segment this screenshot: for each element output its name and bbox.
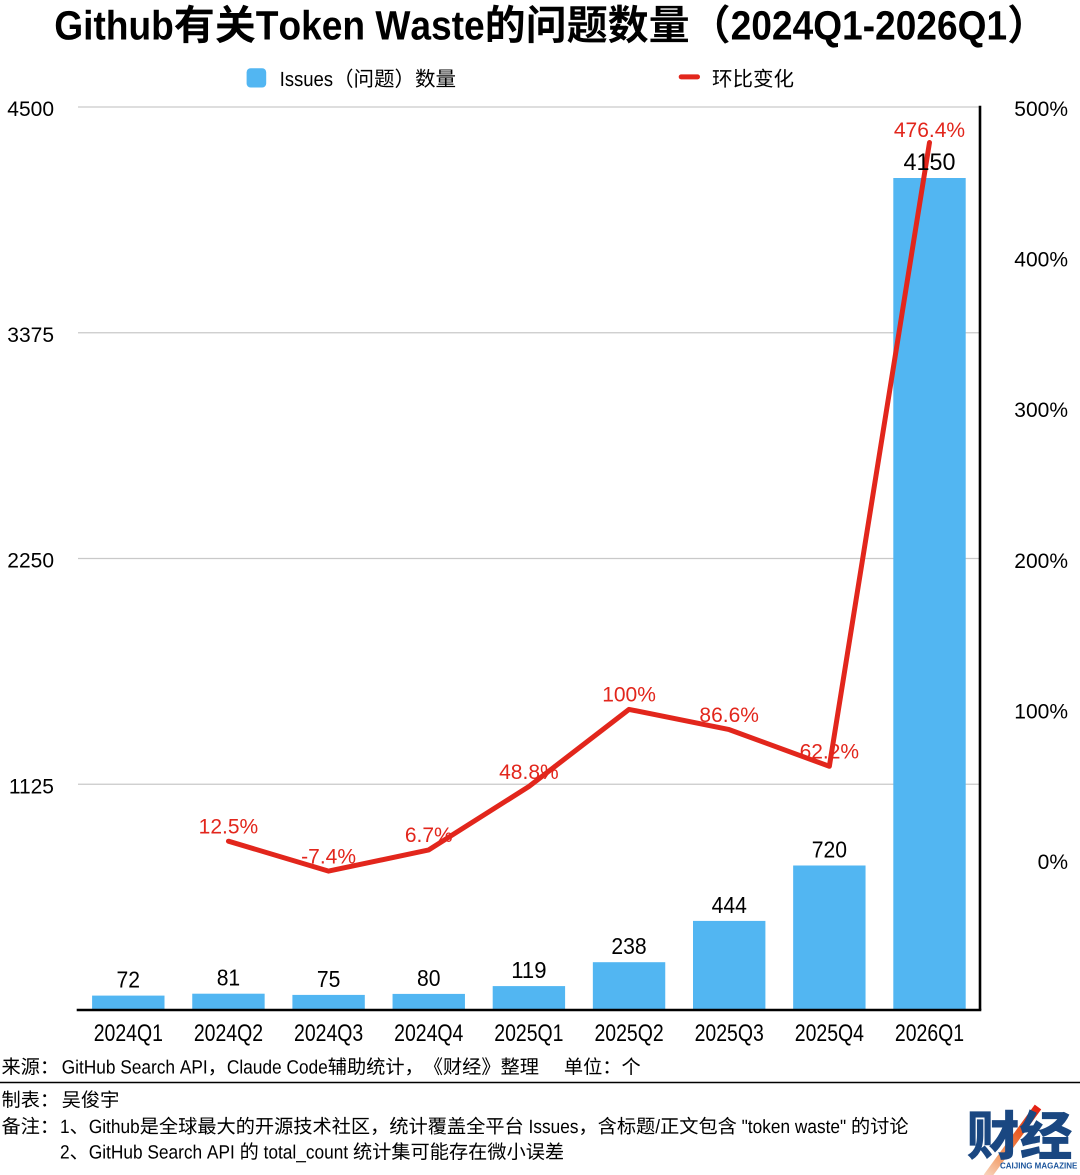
svg-text:2025Q1: 2025Q1 bbox=[494, 1020, 563, 1047]
svg-text:500%: 500% bbox=[1014, 98, 1068, 121]
svg-text:444: 444 bbox=[712, 892, 747, 918]
svg-text:3375: 3375 bbox=[7, 324, 54, 347]
svg-text:1125: 1125 bbox=[9, 775, 54, 798]
svg-text:6.7%: 6.7% bbox=[405, 824, 453, 847]
svg-text:100%: 100% bbox=[1014, 700, 1068, 723]
svg-text:720: 720 bbox=[812, 837, 847, 863]
svg-text:48.8%: 48.8% bbox=[499, 761, 559, 784]
svg-text:2026Q1: 2026Q1 bbox=[895, 1020, 964, 1047]
svg-text:400%: 400% bbox=[1014, 249, 1068, 272]
svg-text:2024Q3: 2024Q3 bbox=[294, 1020, 363, 1047]
svg-text:0%: 0% bbox=[1038, 851, 1068, 874]
svg-text:86.6%: 86.6% bbox=[699, 704, 759, 727]
svg-text:12.5%: 12.5% bbox=[199, 816, 259, 839]
svg-text:119: 119 bbox=[511, 957, 546, 983]
svg-text:2025Q4: 2025Q4 bbox=[795, 1020, 864, 1047]
svg-text:2024Q4: 2024Q4 bbox=[394, 1020, 463, 1047]
svg-text:4500: 4500 bbox=[7, 98, 54, 121]
svg-text:200%: 200% bbox=[1014, 550, 1068, 573]
svg-text:476.4%: 476.4% bbox=[894, 119, 965, 142]
svg-text:75: 75 bbox=[317, 966, 341, 992]
svg-text:2025Q3: 2025Q3 bbox=[695, 1020, 764, 1047]
svg-text:4150: 4150 bbox=[904, 149, 956, 176]
svg-text:62.2%: 62.2% bbox=[800, 741, 860, 764]
svg-text:100%: 100% bbox=[602, 684, 656, 707]
svg-text:2025Q2: 2025Q2 bbox=[594, 1020, 663, 1047]
svg-text:80: 80 bbox=[417, 965, 441, 991]
svg-text:72: 72 bbox=[117, 967, 141, 993]
svg-text:CAIJING MAGAZINE: CAIJING MAGAZINE bbox=[1000, 1162, 1078, 1171]
svg-text:300%: 300% bbox=[1014, 399, 1068, 422]
svg-text:2024Q1: 2024Q1 bbox=[94, 1020, 163, 1047]
svg-text:81: 81 bbox=[217, 965, 241, 991]
svg-text:238: 238 bbox=[611, 933, 646, 959]
svg-text:2250: 2250 bbox=[7, 550, 54, 573]
svg-text:2024Q2: 2024Q2 bbox=[194, 1020, 263, 1047]
svg-text:-7.4%: -7.4% bbox=[301, 845, 356, 868]
